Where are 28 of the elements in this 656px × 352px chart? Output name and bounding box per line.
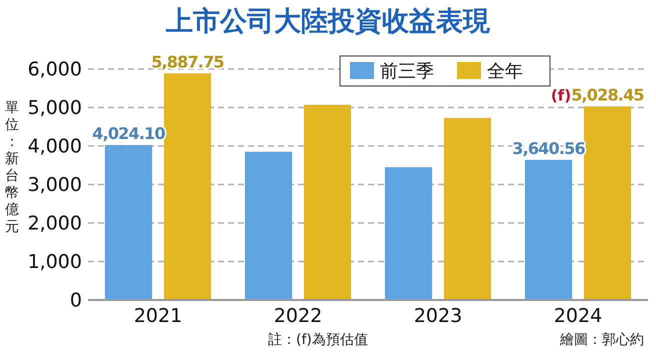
- bar: [244, 152, 292, 300]
- data-label: 5,028.45: [571, 85, 644, 104]
- y-tick-label: 4,000: [28, 136, 82, 158]
- x-tick-label: 2022: [274, 305, 322, 327]
- y-tick-label: 5,000: [28, 97, 82, 120]
- y-tick-label: 6,000: [28, 58, 82, 81]
- y-axis-title: 單位：新台幣億元: [5, 100, 19, 235]
- text: 繪圖：郭心約: [559, 332, 644, 348]
- legend-label: 全年: [487, 61, 523, 82]
- bar: [304, 104, 352, 300]
- y-tick-label: 0: [70, 290, 82, 312]
- y-tick-label: 1,000: [28, 251, 82, 274]
- annotation: (f): [550, 86, 572, 104]
- bar: [164, 73, 212, 300]
- bar: [384, 167, 432, 300]
- bar: [444, 118, 492, 300]
- y-tick-label: 3,000: [28, 174, 82, 196]
- bar: [104, 145, 152, 300]
- data-label: 5,887.75: [151, 52, 224, 72]
- x-tick-label: 2023: [414, 305, 462, 327]
- x-tick-label: 2021: [134, 305, 182, 327]
- x-tick-label: 2024: [554, 305, 602, 327]
- bar: [524, 160, 572, 300]
- chart-title: 上市公司大陸投資收益表現: [165, 6, 491, 37]
- y-tick-label: 2,000: [28, 212, 82, 235]
- legend-label: 前三季: [380, 61, 434, 82]
- text: 註：(f)為預估值: [268, 332, 368, 348]
- bar: [584, 106, 632, 300]
